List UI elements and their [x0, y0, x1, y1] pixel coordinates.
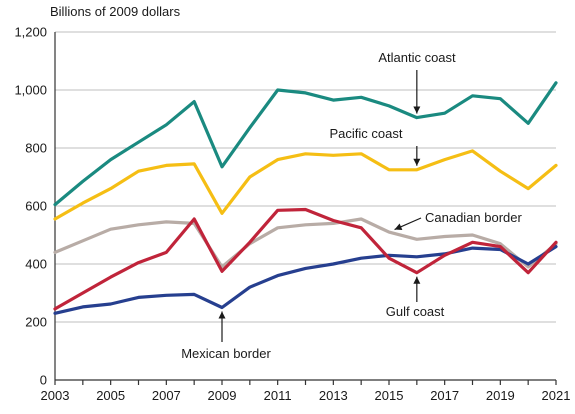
series-annotations: Atlantic coast Pacific coast Canadian bord… [181, 50, 522, 361]
annotation-atlantic-coast: Atlantic coast [378, 50, 456, 65]
y-axis-units-label: Billions of 2009 dollars [50, 4, 181, 19]
arrowhead [413, 276, 421, 284]
annotation-gulf-coast: Gulf coast [386, 304, 445, 319]
series-line-atlantic-coast [53, 81, 558, 207]
y-tick-label: 1,000 [14, 83, 47, 98]
x-axis-ticks: 2003 2005 2007 2009 2011 2013 2015 2017 2019 2021 [41, 380, 571, 403]
x-tick-label: 2007 [152, 388, 181, 403]
x-tick-label: 2005 [96, 388, 125, 403]
arrowhead [394, 223, 403, 230]
arrowhead [218, 311, 226, 319]
series-lines [53, 81, 558, 315]
series-line-pacific-coast [53, 149, 558, 221]
arrowhead [413, 158, 421, 166]
annotation-mexican-border: Mexican border [181, 346, 271, 361]
x-tick-label: 2021 [542, 388, 571, 403]
y-tick-label: 1,200 [14, 25, 47, 40]
y-tick-label: 0 [40, 373, 47, 388]
y-tick-label: 800 [25, 141, 47, 156]
x-tick-label: 2015 [375, 388, 404, 403]
x-tick-label: 2011 [264, 388, 292, 403]
x-tick-label: 2009 [208, 388, 237, 403]
y-tick-label: 200 [25, 315, 47, 330]
y-axis-ticks: 0 200 400 600 800 1,000 1,200 [14, 25, 47, 388]
y-tick-label: 600 [25, 199, 47, 214]
arrowhead [413, 106, 421, 114]
x-tick-label: 2017 [430, 388, 459, 403]
series-line-gulf-coast [53, 207, 558, 311]
annotation-canadian-border: Canadian border [425, 210, 523, 225]
annotation-pacific-coast: Pacific coast [330, 126, 403, 141]
x-tick-label: 2003 [41, 388, 70, 403]
y-tick-label: 400 [25, 257, 47, 272]
x-tick-label: 2013 [319, 388, 348, 403]
series-line-mexican-border [53, 245, 558, 315]
series-line-canadian-border [53, 217, 558, 269]
x-tick-label: 2019 [486, 388, 515, 403]
